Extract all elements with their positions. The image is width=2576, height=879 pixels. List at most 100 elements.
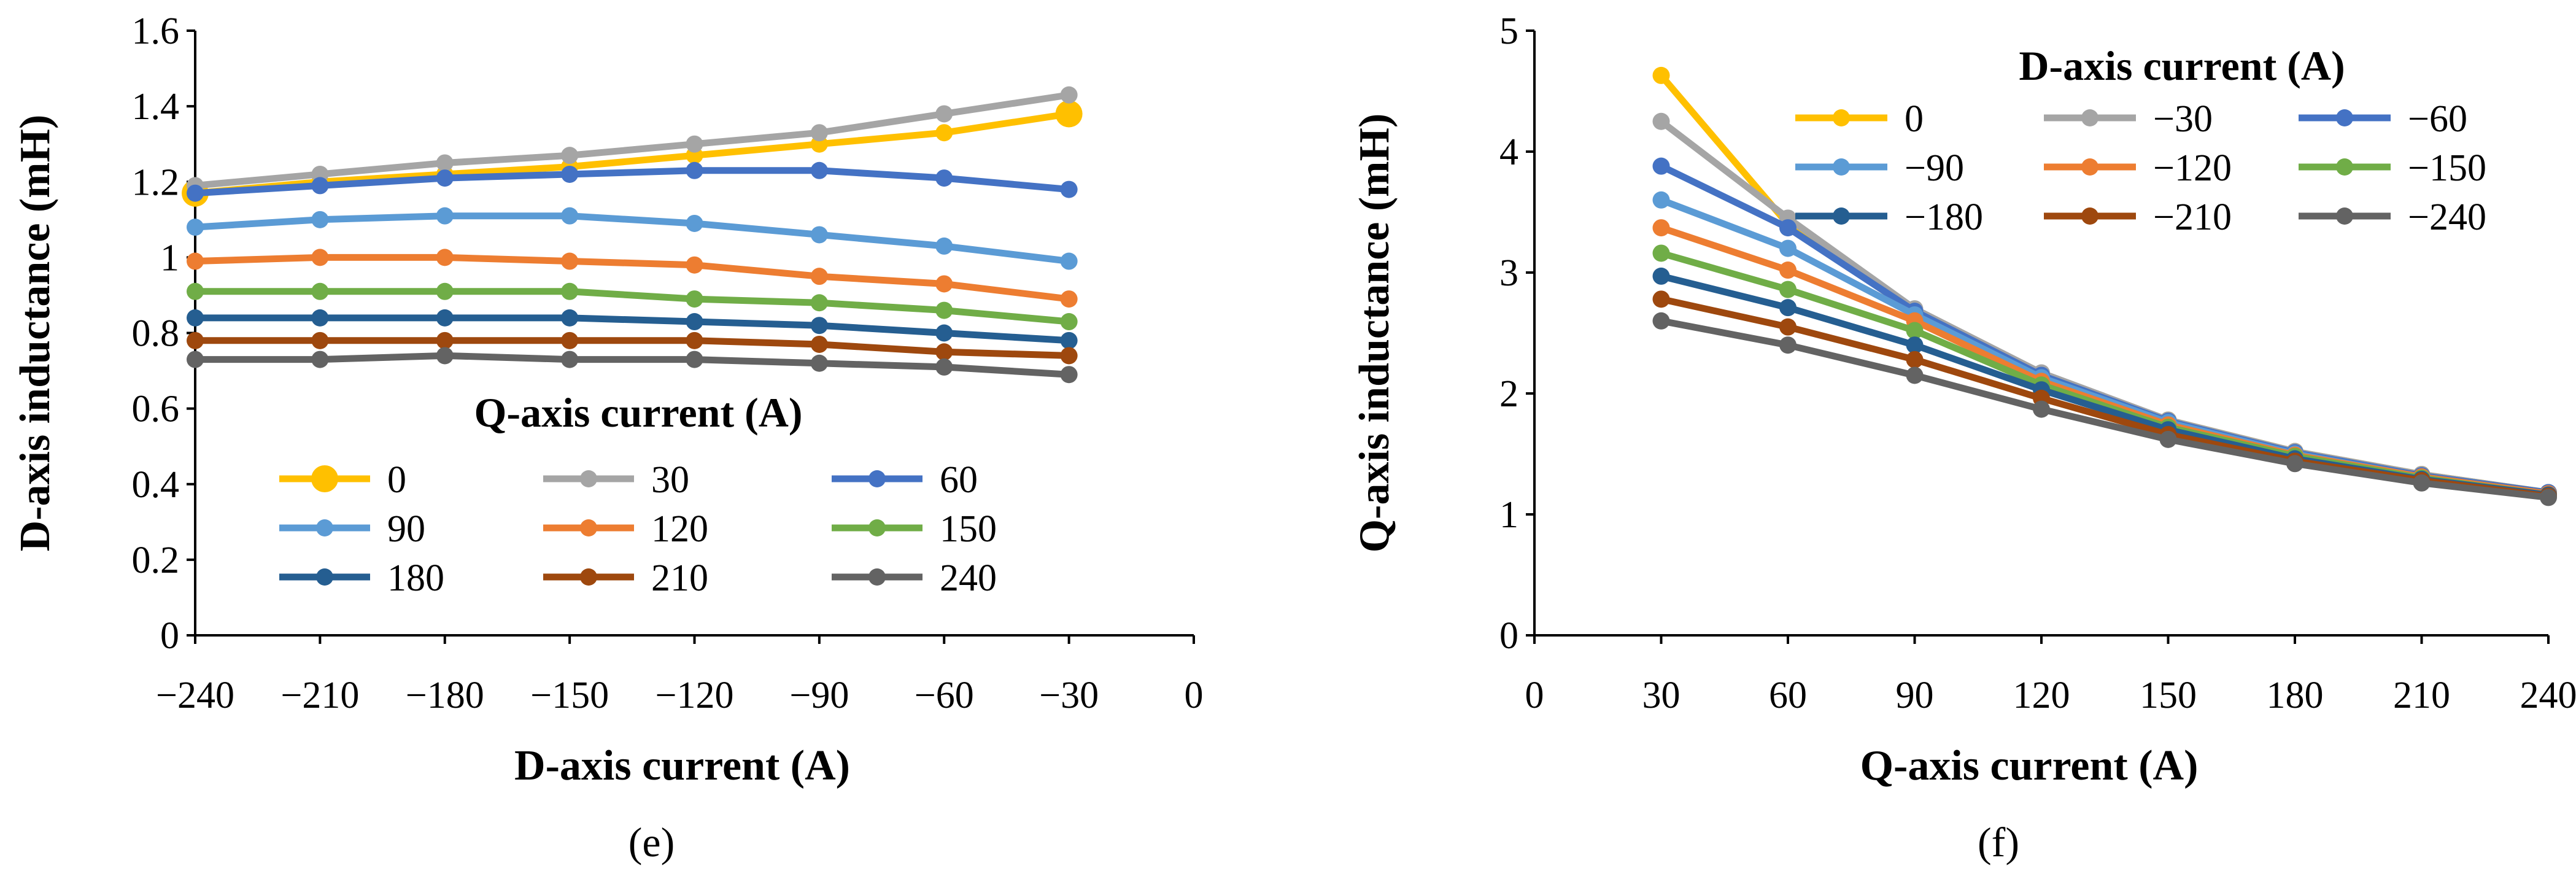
series-9: [1652, 312, 2557, 506]
series-line: [195, 110, 1070, 197]
legend: D-axis current (A) 0 −30 −60 −90 −120 −150 −180…: [1795, 42, 2486, 238]
data-point: [810, 354, 828, 372]
chart-e: 0 0.2 0.4 0.6 0.8 1 1.2 1.4 1.6 −240 −210 −180 −150 −…: [12, 10, 1204, 865]
series-8: [187, 331, 1078, 365]
legend-swatch-marker: [2336, 109, 2353, 126]
legend-swatch-marker: [311, 465, 338, 492]
legend-item: 0: [1795, 98, 1924, 140]
data-point: [187, 331, 204, 349]
series-5: [1652, 219, 2557, 503]
data-point: [1906, 322, 1924, 339]
data-point: [436, 309, 454, 327]
series-2: [187, 86, 1078, 195]
data-point: [561, 350, 579, 368]
data-point: [561, 252, 579, 270]
legend-label: −210: [2153, 196, 2232, 238]
x-tick-label: −210: [280, 675, 359, 716]
data-point: [810, 226, 828, 244]
series-line: [195, 288, 1070, 325]
data-point: [935, 124, 953, 142]
legend-label: −180: [1905, 196, 1983, 238]
data-point: [810, 317, 828, 335]
data-point: [810, 268, 828, 285]
data-point: [187, 309, 204, 327]
legend-item: −30: [2044, 98, 2213, 140]
data-point: [1779, 318, 1797, 336]
x-tick-label: −180: [406, 675, 484, 716]
x-tick-label: −90: [789, 675, 849, 716]
data-point: [1652, 267, 1670, 285]
data-point: [810, 294, 828, 312]
data-point: [1779, 336, 1797, 354]
legend-item: 150: [832, 508, 997, 550]
x-tick-label: 150: [2140, 675, 2197, 716]
data-point: [935, 275, 953, 293]
data-point: [436, 347, 454, 365]
y-tick-label: 0.4: [132, 464, 180, 506]
legend-item: −180: [1795, 196, 1983, 238]
x-tick-label: −30: [1039, 675, 1099, 716]
legend-label: 60: [940, 459, 978, 501]
legend-swatch-marker: [868, 470, 886, 487]
data-point: [686, 331, 703, 349]
legend-swatch-marker: [2081, 109, 2098, 126]
data-point: [1779, 261, 1797, 279]
data-point: [935, 105, 953, 123]
legend-title: Q-axis current (A): [474, 389, 802, 436]
y-tick-label: 3: [1499, 252, 1518, 294]
data-point: [436, 207, 454, 225]
data-point: [686, 161, 703, 179]
data-point: [187, 282, 204, 300]
y-tick-label: 0.6: [132, 389, 180, 430]
data-point: [187, 219, 204, 236]
data-point: [436, 154, 454, 172]
data-point: [1906, 336, 1924, 354]
legend-title: D-axis current (A): [2019, 42, 2345, 89]
legend-swatch-marker: [1833, 158, 1850, 176]
data-point: [1060, 313, 1078, 331]
series-line: [195, 254, 1070, 303]
legend-swatch-marker: [316, 568, 333, 586]
data-point: [436, 249, 454, 266]
data-point: [1652, 157, 1670, 175]
data-point: [810, 124, 828, 142]
y-tick-label: 0: [160, 615, 179, 657]
data-point: [1779, 281, 1797, 298]
legend-swatch-marker: [1833, 207, 1850, 225]
data-point: [1906, 350, 1924, 368]
series-3: [187, 161, 1078, 202]
legend-item: 240: [832, 557, 997, 599]
legend-swatch-marker: [2336, 158, 2353, 176]
legend-swatch-marker: [580, 470, 597, 487]
x-tick-label: −240: [156, 675, 234, 716]
legend-label: −150: [2408, 147, 2486, 189]
legend-item: −90: [1795, 147, 1964, 189]
x-tick-label: 240: [2520, 675, 2576, 716]
legend-swatch-marker: [1833, 109, 1850, 126]
legend-item: 90: [279, 508, 425, 550]
legend-swatch-marker: [580, 519, 597, 536]
x-tick-label: 210: [2393, 675, 2450, 716]
data-point: [935, 237, 953, 255]
y-axis-title: D-axis inductance (mH): [12, 115, 59, 552]
data-point: [935, 301, 953, 319]
y-axis-title: Q-axis inductance (mH): [1351, 114, 1398, 553]
series-7: [187, 309, 1078, 349]
x-tick-label: 60: [1769, 675, 1807, 716]
series-line: [195, 167, 1070, 197]
data-point: [187, 184, 204, 202]
data-point: [311, 282, 329, 300]
x-tick-label: −120: [656, 675, 734, 716]
legend-label: −240: [2408, 196, 2486, 238]
legend: Q-axis current (A) 0 30 60 90 120 150 180 210 240: [279, 389, 997, 599]
data-point: [311, 331, 329, 349]
data-point: [1652, 244, 1670, 262]
legend-item: 0: [279, 459, 406, 501]
legend-swatch-marker: [580, 568, 597, 586]
data-point: [561, 165, 579, 183]
data-point: [1060, 366, 1078, 384]
legend-label: 120: [651, 508, 708, 550]
legend-swatch-marker: [868, 568, 886, 586]
x-tick-label: 0: [1525, 675, 1544, 716]
